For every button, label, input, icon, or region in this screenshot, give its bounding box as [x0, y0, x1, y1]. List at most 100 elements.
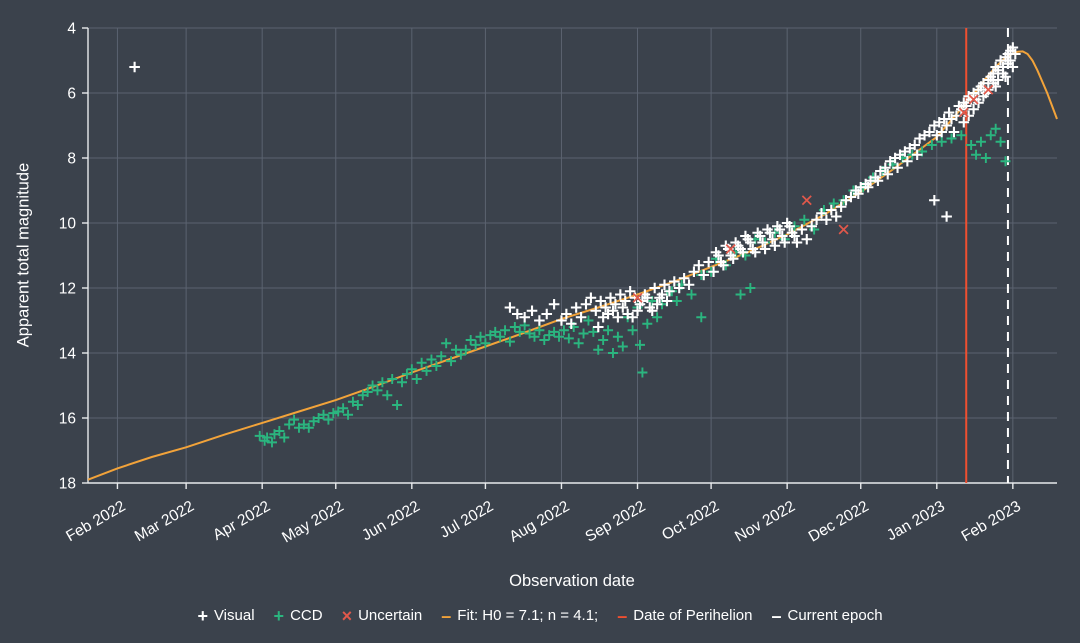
ccd-marker [671, 296, 682, 306]
chart-canvas: Feb 2022 Mar 2022 Apr 2022 May 2022 Jun 2022… [59, 21, 1058, 547]
ccd-marker [318, 409, 329, 420]
uncertain-marker [958, 107, 969, 118]
ccd-marker [262, 432, 273, 443]
ccd-marker [289, 414, 300, 425]
ccd-marker [985, 130, 996, 141]
visual-marker [882, 168, 894, 180]
x-tick-label: Dec 2022 [806, 498, 872, 546]
ccd-marker [563, 333, 574, 344]
visual-marker [816, 207, 827, 219]
visual-marker [806, 220, 817, 232]
ccd-marker [799, 214, 810, 225]
visual-marker [570, 302, 582, 313]
x-tick-label: Aug 2022 [506, 498, 572, 546]
legend: + Visual + CCD × Uncertain – Fit: H0 = 7.1; n =… [0, 605, 1080, 626]
visual-marker [649, 282, 660, 294]
visual-marker [541, 308, 553, 320]
ccd-marker [603, 325, 614, 336]
ccd-marker [426, 354, 437, 365]
visual-marker [769, 240, 781, 252]
ccd-marker [470, 339, 481, 350]
visual-marker [943, 107, 955, 118]
axis-ticks: Feb 2022 Mar 2022 Apr 2022 May 2022 Jun 2022… [59, 21, 1024, 547]
x-tick-label: May 2022 [279, 498, 346, 547]
ccd-marker [367, 380, 378, 391]
visual-marker [512, 308, 523, 320]
visual-marker [526, 305, 538, 317]
visual-marker [757, 237, 768, 248]
visual-marker [973, 97, 984, 109]
visual-marker [776, 230, 788, 242]
visual-marker [607, 305, 619, 317]
visual-marker [615, 289, 626, 300]
ccd-marker [578, 328, 589, 339]
ccd-marker [529, 331, 540, 342]
visual-marker [590, 305, 602, 317]
visual-marker [669, 276, 680, 287]
series-uncertain [632, 84, 994, 303]
ccd-marker [323, 414, 334, 425]
ccd-marker [1000, 156, 1011, 167]
ccd-marker [455, 349, 466, 360]
visual-marker [565, 318, 577, 330]
ccd-marker [607, 348, 618, 358]
ccd-marker [617, 341, 628, 352]
ccd-marker [534, 325, 545, 336]
visual-marker [556, 315, 567, 326]
ccd-marker [397, 377, 408, 388]
x-tick-label: Jun 2022 [359, 498, 423, 545]
visual-marker [610, 298, 621, 310]
ccd-marker [465, 335, 476, 345]
visual-marker [1007, 61, 1019, 73]
legend-symbol-icon: + [273, 605, 285, 626]
visual-marker [892, 162, 903, 174]
visual-marker [872, 175, 884, 187]
series-visual [129, 42, 1021, 333]
ccd-marker [514, 326, 525, 337]
x-tick-label: Apr 2022 [210, 498, 273, 544]
visual-marker [659, 279, 670, 291]
ccd-marker [583, 315, 594, 326]
visual-marker [796, 224, 808, 235]
visual-marker [911, 149, 923, 161]
legend-item-fit-h0-7-1-n-4-1: – Fit: H0 = 7.1; n = 4.1; [441, 607, 598, 625]
visual-marker [963, 110, 974, 122]
visual-marker [826, 204, 837, 216]
visual-marker [941, 211, 952, 222]
ccd-marker [382, 390, 393, 401]
visual-marker [784, 220, 795, 232]
ccd-marker [284, 419, 295, 430]
ccd-marker [573, 338, 584, 349]
visual-marker [992, 74, 1004, 86]
ccd-marker [966, 140, 977, 150]
ccd-marker [686, 289, 697, 300]
ccd-marker [401, 369, 412, 380]
visual-marker [718, 259, 729, 271]
ccd-marker [637, 367, 648, 378]
ccd-marker [441, 338, 452, 349]
ccd-marker [406, 364, 417, 375]
visual-marker [968, 103, 979, 115]
visual-marker [830, 211, 842, 222]
visual-marker [617, 302, 629, 313]
ccd-marker [627, 325, 638, 336]
visual-marker [774, 224, 786, 235]
legend-symbol-icon: – [617, 605, 628, 626]
visual-marker [948, 126, 960, 138]
legend-label: Uncertain [358, 607, 423, 624]
ccd-marker [926, 140, 937, 150]
ccd-marker [554, 331, 565, 342]
x-tick-label: Mar 2022 [132, 498, 197, 545]
ccd-marker [372, 385, 383, 396]
x-tick-label: Sep 2022 [583, 498, 649, 546]
y-tick-label: 10 [59, 216, 77, 233]
ccd-marker [612, 331, 623, 342]
visual-marker [862, 181, 874, 193]
ccd-marker [990, 123, 1001, 134]
visual-marker [708, 266, 719, 278]
ccd-marker [828, 198, 839, 209]
ccd-marker [436, 351, 447, 362]
visual-marker [683, 279, 695, 291]
uncertain-marker [801, 195, 812, 206]
ccd-marker [274, 426, 285, 436]
